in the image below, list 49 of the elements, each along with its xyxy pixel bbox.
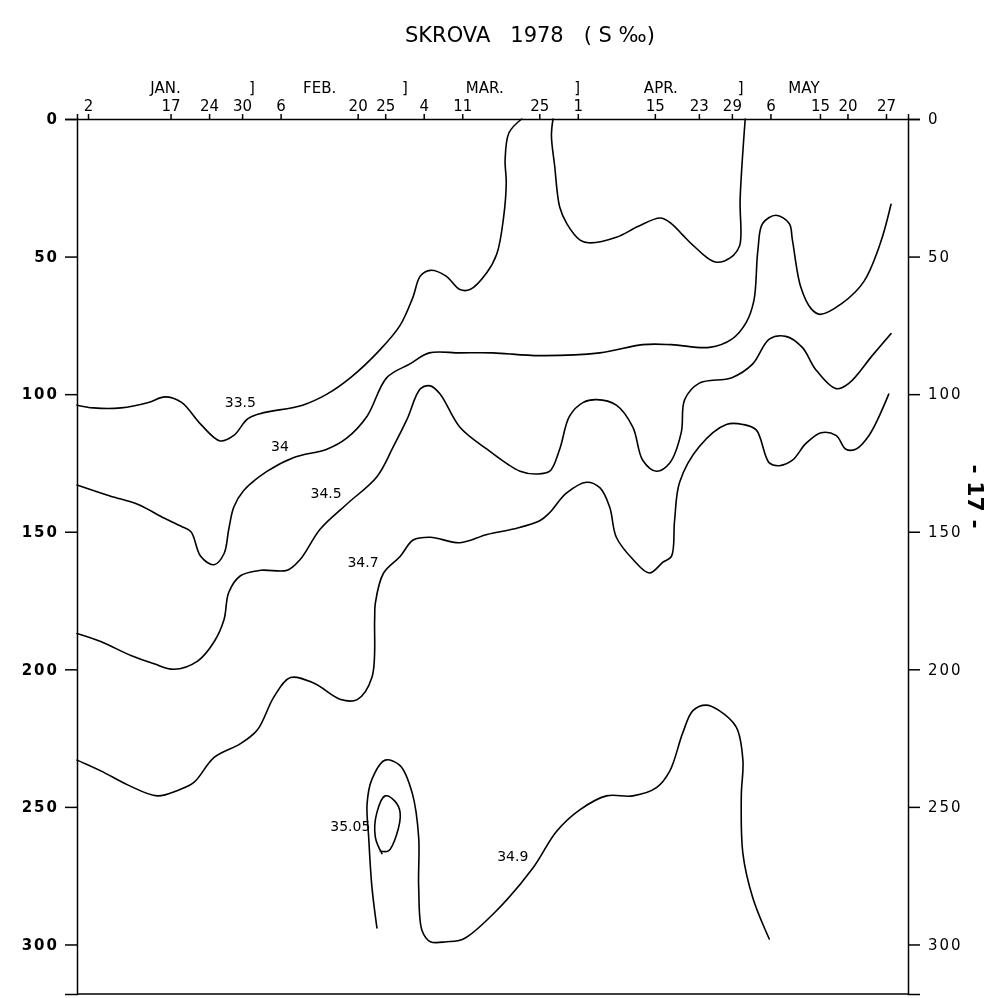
y-tick-label: 150 xyxy=(21,523,59,542)
annotation: 34 xyxy=(271,438,289,455)
y-tick-label: 250 xyxy=(21,798,59,817)
y-tick-label: 0 xyxy=(46,110,59,129)
x-tick-label: 20 xyxy=(838,97,858,115)
y2-tick-label: 50 xyxy=(928,247,952,266)
x-tick-label: 29 xyxy=(722,97,742,115)
y-tick-label: 200 xyxy=(21,660,59,679)
x2-tick-label: APR. xyxy=(643,79,678,97)
y-tick-label: 100 xyxy=(21,385,59,404)
y-tick-label: 50 xyxy=(34,247,59,266)
x-tick-label: 11 xyxy=(453,97,473,115)
x-tick-label: 2 xyxy=(83,97,94,115)
annotation: 33.5 xyxy=(224,394,256,411)
x-tick-label: 4 xyxy=(419,97,429,115)
y2-tick-label: 200 xyxy=(928,660,963,679)
y2-tick-label: 150 xyxy=(928,523,963,542)
line-series xyxy=(374,795,402,855)
x2-tick-label: MAY xyxy=(788,79,821,97)
x-tick-label: 25 xyxy=(530,97,550,115)
y-tick-label: 300 xyxy=(21,935,59,954)
x2-tick-label: MAR. xyxy=(465,79,504,97)
y2-tick-label: 0 xyxy=(928,110,940,129)
y2-tick-label: 100 xyxy=(928,385,963,404)
x-tick-label: 25 xyxy=(376,97,396,115)
chart-title: SKROVA 1978 ( S ‰) xyxy=(405,23,655,47)
x-tick-label: 1 xyxy=(573,97,584,115)
x2-tick-label: JAN. xyxy=(149,79,181,97)
annotation: 34.9 xyxy=(497,848,529,865)
text: - 17 - xyxy=(963,464,988,529)
x-tick-label: 27 xyxy=(876,97,897,115)
x2-tick-label: ] xyxy=(737,79,744,97)
x-tick-label: 15 xyxy=(645,97,665,115)
annotation: 34.7 xyxy=(347,554,379,571)
x-tick-label: 30 xyxy=(233,97,253,115)
x2-tick-label: ] xyxy=(249,79,255,97)
x-tick-label: 24 xyxy=(200,97,220,115)
x-tick-label: 15 xyxy=(810,97,830,115)
x-tick-label: 6 xyxy=(766,97,776,115)
x-tick-label: 17 xyxy=(161,97,181,115)
x2-tick-label: FEB. xyxy=(303,79,337,97)
annotation: 34.5 xyxy=(310,485,342,502)
x-tick-label: 20 xyxy=(348,97,368,115)
y2-tick-label: 250 xyxy=(928,798,963,817)
y2-tick-label: 300 xyxy=(928,935,963,954)
x2-tick-label: ] xyxy=(574,79,581,97)
x-tick-label: 23 xyxy=(689,97,709,115)
x-tick-label: 6 xyxy=(276,97,286,115)
x2-tick-label: ] xyxy=(402,79,408,97)
